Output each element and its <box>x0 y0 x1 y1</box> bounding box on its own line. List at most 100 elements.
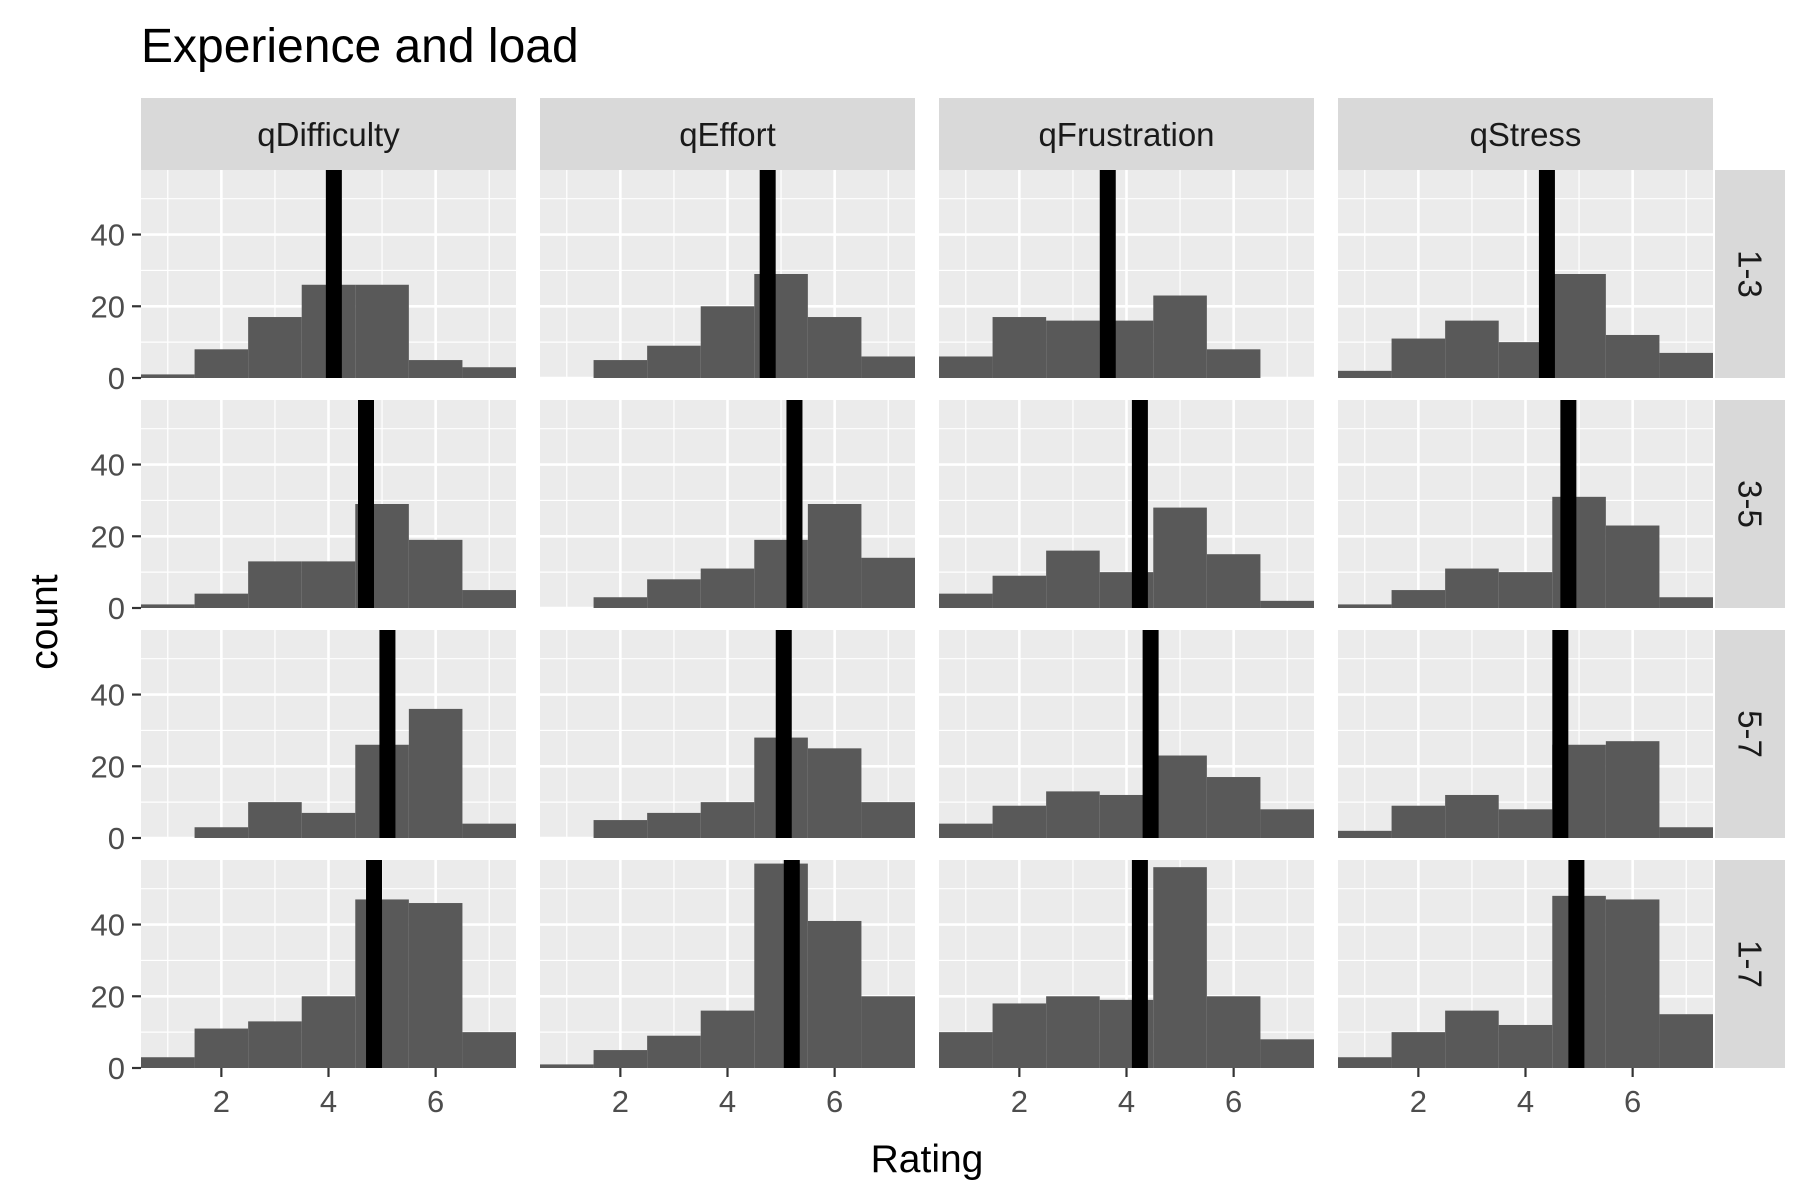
y-tick-label: 20 <box>91 289 125 324</box>
mean-line <box>1552 630 1569 838</box>
histogram-bar <box>939 823 993 838</box>
row-strip-label: 5-7 <box>1732 710 1769 758</box>
x-tick-label: 2 <box>612 1084 629 1119</box>
histogram-bar <box>647 1035 701 1068</box>
x-tick-label: 6 <box>826 1084 843 1119</box>
histogram-bar <box>807 504 862 608</box>
histogram-bar <box>700 568 755 608</box>
panel-qfrustration-1-3 <box>939 170 1314 380</box>
mean-line <box>1560 400 1577 608</box>
histogram-bar <box>1445 1010 1499 1068</box>
histogram-bar <box>248 561 302 608</box>
x-tick-label: 6 <box>1225 1084 1242 1119</box>
histogram-bar <box>1153 507 1207 608</box>
histogram-bar <box>939 593 993 608</box>
x-tick-label: 6 <box>427 1084 444 1119</box>
histogram-bar <box>861 996 915 1068</box>
mean-line <box>1538 170 1555 378</box>
column-strip-label: qFrustration <box>1038 116 1214 153</box>
panel-qdifficulty-5-7 <box>141 630 516 840</box>
histogram-bar <box>992 317 1047 378</box>
histogram-bar <box>1498 809 1553 838</box>
histogram-bar <box>1605 334 1660 378</box>
histogram-bar <box>939 356 993 378</box>
panel-qfrustration-3-5 <box>939 400 1314 610</box>
histogram-bar <box>1206 777 1261 838</box>
row-strip-1-7 <box>1715 860 1785 1068</box>
histogram-bar <box>462 590 516 608</box>
histogram-bar <box>462 1032 516 1068</box>
histogram-bar <box>1391 1032 1446 1068</box>
panel-qstress-1-7 <box>1338 860 1713 1070</box>
histogram-bar <box>1338 1057 1392 1068</box>
panel-qeffort-1-3 <box>540 170 915 380</box>
y-tick-label: 40 <box>91 678 125 713</box>
histogram-bar <box>1206 996 1261 1068</box>
x-tick-label: 4 <box>1517 1084 1534 1119</box>
histogram-bar <box>593 820 648 838</box>
row-strip-5-7 <box>1715 630 1785 838</box>
mean-line <box>1099 170 1116 378</box>
y-tick-label: 0 <box>108 821 125 856</box>
panel-qstress-1-3 <box>1338 170 1713 380</box>
x-tick-label: 2 <box>1410 1084 1427 1119</box>
histogram-bar <box>647 345 701 378</box>
panel-qstress-5-7 <box>1338 630 1713 840</box>
histogram-bar <box>1153 295 1207 378</box>
histogram-bar <box>248 317 302 378</box>
histogram-bar <box>1046 550 1100 608</box>
mean-line <box>786 400 803 608</box>
panel-qdifficulty-1-3 <box>141 170 516 380</box>
mean-line <box>358 400 374 608</box>
facet-panels: qDifficulty qEffort qFrustration qStress 1-3… <box>91 98 1785 1119</box>
mean-line <box>366 860 383 1068</box>
histogram-bar <box>939 1032 993 1068</box>
histogram-bar <box>301 812 356 838</box>
histogram-bar <box>861 557 915 608</box>
column-strip-label: qStress <box>1470 116 1582 153</box>
x-axis-qfrustration: 2 4 6 <box>1011 1068 1242 1119</box>
histogram-bar <box>194 827 249 838</box>
histogram-bar <box>992 575 1047 608</box>
histogram-bar <box>540 1064 594 1068</box>
row-strip-label: 1-3 <box>1732 250 1769 298</box>
histogram-bar <box>141 604 195 608</box>
histogram-bar <box>462 823 516 838</box>
x-tick-label: 4 <box>320 1084 337 1119</box>
column-strip-qeffort <box>540 98 915 170</box>
x-tick-label: 2 <box>213 1084 230 1119</box>
histogram-bar <box>408 708 463 838</box>
row-strip-3-5 <box>1715 400 1785 608</box>
y-tick-label: 0 <box>108 361 125 396</box>
histogram-bar <box>301 996 356 1068</box>
histogram-bar <box>1445 320 1499 378</box>
x-axis-qdifficulty: 2 4 6 <box>213 1068 444 1119</box>
histogram-bar <box>194 1028 249 1068</box>
x-tick-label: 4 <box>1118 1084 1135 1119</box>
column-strip-qstress <box>1338 98 1713 170</box>
histogram-bar <box>1498 572 1553 608</box>
histogram-bar <box>700 802 755 838</box>
histogram-bar <box>1153 755 1207 838</box>
histogram-bar <box>700 1010 755 1068</box>
y-tick-label: 20 <box>91 519 125 554</box>
histogram-bar <box>1391 338 1446 378</box>
column-strip-label: qDifficulty <box>257 116 400 153</box>
x-axis-qstress: 2 4 6 <box>1410 1068 1641 1119</box>
histogram-bar <box>1153 867 1207 1068</box>
y-tick-label: 40 <box>91 908 125 943</box>
histogram-bar <box>1552 274 1606 378</box>
mean-line <box>1142 630 1159 838</box>
histogram-bar <box>1338 830 1392 838</box>
histogram-bar <box>1445 568 1499 608</box>
histogram-bar <box>647 579 701 608</box>
y-tick-label: 20 <box>91 979 125 1014</box>
histogram-bar <box>861 356 915 378</box>
histogram-bar <box>1206 349 1261 378</box>
histogram-bar <box>1260 1039 1314 1068</box>
x-tick-label: 2 <box>1011 1084 1028 1119</box>
x-tick-label: 4 <box>719 1084 736 1119</box>
histogram-bar <box>355 899 409 1068</box>
panel-qdifficulty-1-7 <box>141 860 516 1070</box>
panel-qeffort-3-5 <box>540 400 915 610</box>
